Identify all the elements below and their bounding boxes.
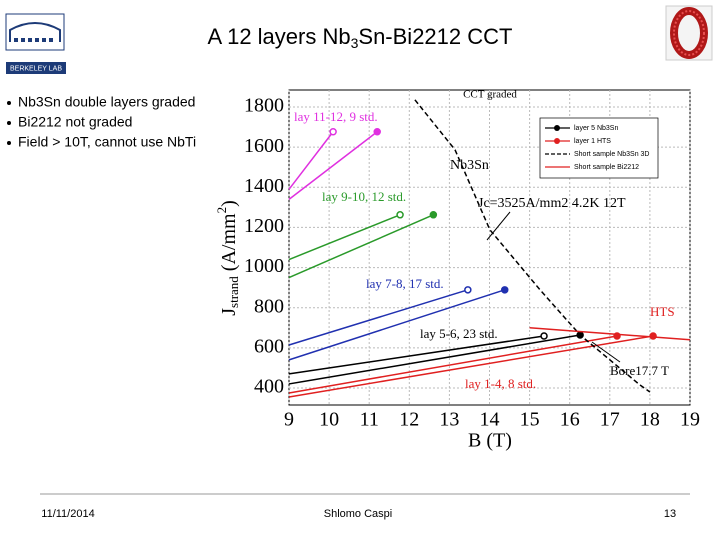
end-marker bbox=[429, 211, 438, 219]
annotation: lay 1-4, 8 std. bbox=[465, 376, 536, 391]
pointer bbox=[591, 341, 621, 363]
series-line bbox=[288, 131, 334, 190]
annotation: lay 11-12, 9 std. bbox=[294, 109, 378, 124]
logo-text: BERKELEY LAB bbox=[10, 65, 62, 72]
x-tick-label: 13 bbox=[439, 409, 459, 431]
y-tick-label: 1600 bbox=[244, 135, 284, 157]
end-marker bbox=[373, 127, 381, 136]
end-marker bbox=[329, 127, 337, 136]
series-line bbox=[288, 131, 378, 200]
x-axis-label: B (T) bbox=[468, 430, 512, 452]
legend-marker bbox=[554, 138, 560, 144]
series-line bbox=[288, 214, 434, 279]
x-tick-label: 14 bbox=[480, 409, 500, 431]
annotation: Jc=3525A/mm2 4.2K 12T bbox=[478, 196, 626, 211]
bullet-text: Field > 10T, cannot use NbTi bbox=[18, 134, 196, 150]
x-tick-label: 11 bbox=[360, 409, 379, 431]
bullets: Nb3Sn double layers graded Bi2212 not gra… bbox=[7, 94, 196, 150]
x-tick-label: 16 bbox=[560, 409, 580, 431]
y-axis-label: Jstrand (A/mm2) bbox=[214, 200, 241, 316]
end-marker bbox=[396, 211, 404, 219]
series-line bbox=[288, 214, 401, 261]
series-line bbox=[288, 335, 618, 394]
pointer bbox=[486, 211, 511, 241]
y-tick-label: 400 bbox=[254, 376, 284, 398]
end-marker bbox=[649, 332, 657, 340]
y-axis-label-part: (A/mm bbox=[218, 213, 240, 276]
y-tick-label: 800 bbox=[254, 295, 284, 317]
legend-label: layer 1 HTS bbox=[574, 138, 611, 145]
legend-label: Short sample Nb3Sn 3D bbox=[574, 151, 649, 158]
annotation: lay 9-10, 12 std. bbox=[322, 189, 406, 204]
footer-date: 11/11/2014 bbox=[41, 508, 94, 520]
y-tick-label: 1200 bbox=[244, 215, 284, 237]
annotation: lay 5-6, 23 std. bbox=[420, 326, 498, 341]
series-line bbox=[529, 327, 691, 341]
annotation: lay 7-8, 17 std. bbox=[366, 276, 444, 291]
y-axis-label-part: strand bbox=[226, 276, 241, 308]
y-tick-label: 1000 bbox=[244, 255, 284, 277]
x-tick-label: 15 bbox=[520, 409, 540, 431]
annotation: HTS bbox=[650, 304, 675, 319]
footer-page: 13 bbox=[664, 508, 676, 520]
bullet-dot bbox=[7, 121, 11, 125]
lab-logo: BERKELEY LAB bbox=[5, 13, 66, 74]
legend-label: Short sample Bi2212 bbox=[574, 164, 639, 171]
end-marker bbox=[540, 332, 548, 340]
end-marker bbox=[464, 286, 472, 294]
legend-label: layer 5 Nb3Sn bbox=[574, 125, 618, 132]
x-tick-label: 19 bbox=[680, 409, 700, 431]
title-part: Sn-Bi2212 CCT bbox=[358, 24, 512, 49]
footer-author: Shlomo Caspi bbox=[324, 508, 392, 520]
bullet-dot bbox=[7, 101, 11, 105]
x-tick-label: 9 bbox=[284, 409, 294, 431]
end-marker bbox=[500, 286, 509, 294]
x-tick-label: 12 bbox=[399, 409, 419, 431]
bullet-dot bbox=[7, 141, 11, 145]
y-tick-label: 1400 bbox=[244, 175, 284, 197]
series-line bbox=[288, 289, 505, 361]
y-tick-label: 600 bbox=[254, 335, 284, 357]
bullet-text: Nb3Sn double layers graded bbox=[18, 94, 195, 110]
coil-logo bbox=[665, 5, 713, 61]
x-tick-label: 18 bbox=[640, 409, 660, 431]
series-line bbox=[288, 335, 545, 375]
x-tick-label: 10 bbox=[319, 409, 339, 431]
title-sub: 3 bbox=[351, 35, 359, 51]
y-axis-label-part: ) bbox=[218, 200, 240, 207]
bullet-text: Bi2212 not graded bbox=[18, 114, 132, 130]
series-line bbox=[288, 289, 469, 346]
chart-title: CCT graded bbox=[463, 89, 517, 101]
y-axis-label-part: J bbox=[218, 308, 240, 316]
title-part: A 12 layers Nb bbox=[208, 24, 351, 49]
slide-title: A 12 layers Nb3Sn-Bi2212 CCT bbox=[208, 24, 513, 51]
legend-marker bbox=[554, 125, 560, 131]
y-axis-label-part: 2 bbox=[214, 207, 229, 214]
annotation: Nb3Sn bbox=[450, 158, 489, 173]
chart: 9 10 11 12 13 14 15 16 17 18 19 400 600 800 1000 1200 14… bbox=[214, 84, 702, 456]
y-tick-label: 1800 bbox=[244, 95, 284, 117]
series-line bbox=[414, 99, 651, 393]
series-line bbox=[288, 334, 581, 385]
annotation: Bore17.7 T bbox=[610, 363, 669, 378]
x-tick-label: 17 bbox=[600, 409, 620, 431]
